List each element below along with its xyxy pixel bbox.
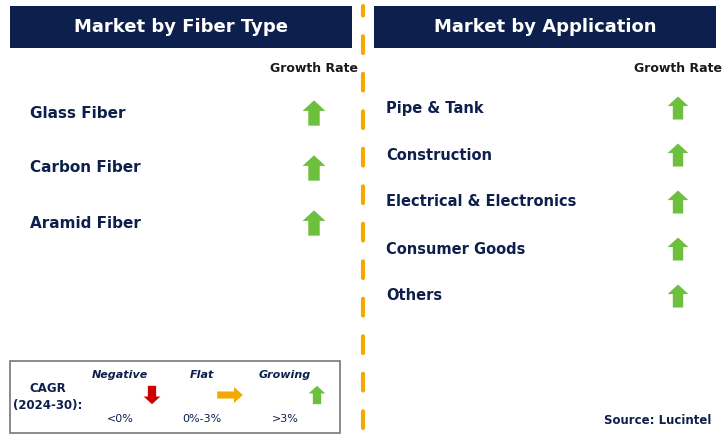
Text: Consumer Goods: Consumer Goods xyxy=(386,241,526,257)
Text: Aramid Fiber: Aramid Fiber xyxy=(30,215,141,230)
Polygon shape xyxy=(217,387,242,403)
FancyBboxPatch shape xyxy=(10,361,340,433)
Polygon shape xyxy=(668,96,688,120)
Text: Electrical & Electronics: Electrical & Electronics xyxy=(386,194,576,209)
Text: Growth Rate: Growth Rate xyxy=(634,61,722,74)
Text: >3%: >3% xyxy=(272,414,298,424)
FancyBboxPatch shape xyxy=(10,6,352,48)
Polygon shape xyxy=(668,144,688,166)
Text: Others: Others xyxy=(386,289,442,304)
Text: Glass Fiber: Glass Fiber xyxy=(30,106,126,120)
Text: <0%: <0% xyxy=(107,414,134,424)
Text: Source: Lucintel: Source: Lucintel xyxy=(603,413,711,427)
Polygon shape xyxy=(303,155,325,180)
Text: Pipe & Tank: Pipe & Tank xyxy=(386,100,484,116)
FancyBboxPatch shape xyxy=(374,6,716,48)
Text: Construction: Construction xyxy=(386,148,492,162)
Text: Market by Fiber Type: Market by Fiber Type xyxy=(74,18,288,36)
Polygon shape xyxy=(309,386,325,404)
Text: Carbon Fiber: Carbon Fiber xyxy=(30,160,141,176)
Polygon shape xyxy=(144,386,160,404)
Polygon shape xyxy=(303,100,325,126)
Polygon shape xyxy=(668,237,688,261)
Polygon shape xyxy=(668,191,688,213)
Text: CAGR: CAGR xyxy=(30,382,66,396)
Text: Negative: Negative xyxy=(92,370,148,380)
Text: Market by Application: Market by Application xyxy=(433,18,656,36)
Polygon shape xyxy=(303,210,325,236)
Text: (2024-30):: (2024-30): xyxy=(13,399,83,411)
Text: 0%-3%: 0%-3% xyxy=(182,414,221,424)
Text: Flat: Flat xyxy=(189,370,214,380)
Text: Growing: Growing xyxy=(259,370,311,380)
Polygon shape xyxy=(668,285,688,307)
Text: Growth Rate: Growth Rate xyxy=(270,61,358,74)
